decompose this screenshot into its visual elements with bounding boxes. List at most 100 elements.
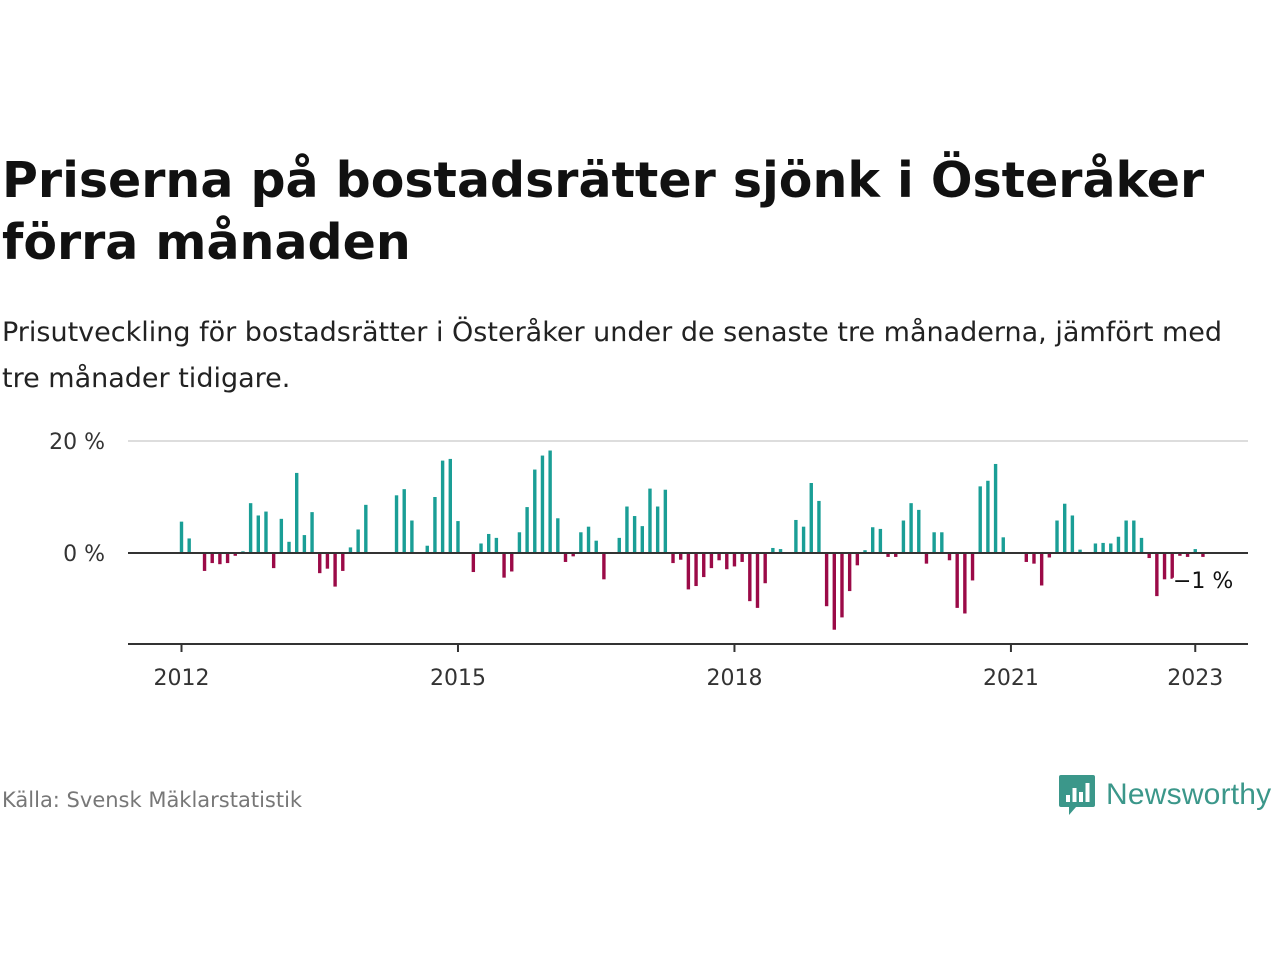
bar <box>932 532 936 553</box>
bar <box>586 526 591 553</box>
bar <box>456 521 460 553</box>
bar <box>732 553 737 567</box>
bar <box>1162 553 1167 580</box>
bar <box>963 553 967 614</box>
bar <box>632 516 637 553</box>
last-value-annotation: −1 % <box>1173 569 1233 594</box>
bar <box>548 450 552 553</box>
y-tick-label: 0 % <box>63 542 105 567</box>
bar <box>310 512 314 553</box>
bar <box>279 518 284 553</box>
bar <box>663 489 668 553</box>
x-tick-label: 2023 <box>1167 666 1223 691</box>
bar <box>479 543 483 553</box>
bar <box>563 553 568 562</box>
bar <box>847 553 852 592</box>
bar <box>1155 553 1159 597</box>
bar <box>863 550 867 553</box>
bar <box>740 553 744 562</box>
bar <box>602 553 606 580</box>
bar <box>679 553 683 560</box>
bar <box>271 553 276 569</box>
chart-title: Priserna på bostadsrätter sjönk i Österå… <box>2 152 1205 271</box>
bar <box>333 553 337 587</box>
bar <box>1032 553 1036 564</box>
bar <box>433 497 437 553</box>
bar <box>955 553 959 608</box>
bar <box>840 553 844 618</box>
bar <box>1132 520 1136 553</box>
bar <box>525 507 529 553</box>
bar <box>1109 543 1113 553</box>
bar-chart: 0 % 20 % 2012 2015 2018 2021 2023 −1 % <box>49 430 1248 691</box>
bar <box>264 511 268 553</box>
bar <box>233 553 237 556</box>
bar <box>1101 542 1105 553</box>
bar <box>517 532 522 553</box>
bar <box>824 553 829 607</box>
newsworthy-logo: Newsworthy <box>1058 773 1271 817</box>
bar <box>579 532 583 553</box>
bar <box>1039 553 1044 586</box>
bar <box>640 526 644 553</box>
bar <box>886 553 890 557</box>
bar <box>394 495 399 553</box>
bar <box>556 518 560 553</box>
bar <box>248 503 253 553</box>
y-tick-label: 20 % <box>49 430 105 455</box>
bar <box>1055 520 1059 553</box>
bar <box>179 521 184 553</box>
bar <box>1147 553 1151 559</box>
chart-subtitle: Prisutveckling för bostadsrätter i Öster… <box>2 317 1223 394</box>
labels: 0 % 20 % 2012 2015 2018 2021 2023 −1 % <box>49 430 1236 691</box>
bar <box>725 553 729 570</box>
bar <box>295 472 299 553</box>
bar <box>440 460 445 553</box>
bar <box>202 553 207 571</box>
source-note: Källa: Svensk Mäklarstatistik <box>2 788 303 812</box>
bar <box>625 506 629 553</box>
bar <box>924 553 929 564</box>
bar <box>410 520 414 553</box>
bar <box>356 529 360 553</box>
bar <box>1185 553 1190 557</box>
bar <box>425 545 429 553</box>
bar <box>1201 553 1205 557</box>
bars <box>179 450 1205 630</box>
bar <box>533 469 537 553</box>
bar <box>348 547 353 553</box>
bar <box>717 553 721 561</box>
bar <box>448 458 452 553</box>
bar <box>487 533 491 553</box>
bar <box>302 535 307 553</box>
bar <box>817 500 821 553</box>
bar <box>1063 503 1067 553</box>
bar <box>1178 553 1182 556</box>
bar <box>648 488 652 553</box>
bar <box>540 455 545 553</box>
bar <box>832 553 836 630</box>
bar <box>778 549 783 553</box>
bar <box>594 540 598 553</box>
bar <box>325 553 330 569</box>
x-tick-label: 2018 <box>706 666 762 691</box>
bar <box>1093 543 1098 553</box>
bar <box>755 553 760 608</box>
bar <box>341 553 345 571</box>
bar <box>894 553 898 557</box>
bar <box>187 538 191 553</box>
x-tick-label: 2012 <box>154 666 210 691</box>
bar <box>510 553 514 572</box>
bar <box>1170 553 1174 579</box>
bar <box>978 486 982 553</box>
axes <box>128 552 1248 652</box>
bar <box>1001 537 1005 553</box>
bar <box>709 553 714 569</box>
bar <box>671 553 675 564</box>
bar <box>402 489 406 553</box>
bar <box>801 526 806 553</box>
bar <box>502 553 506 578</box>
x-tick-label: 2015 <box>430 666 486 691</box>
bar <box>748 553 752 602</box>
bar <box>947 553 952 561</box>
